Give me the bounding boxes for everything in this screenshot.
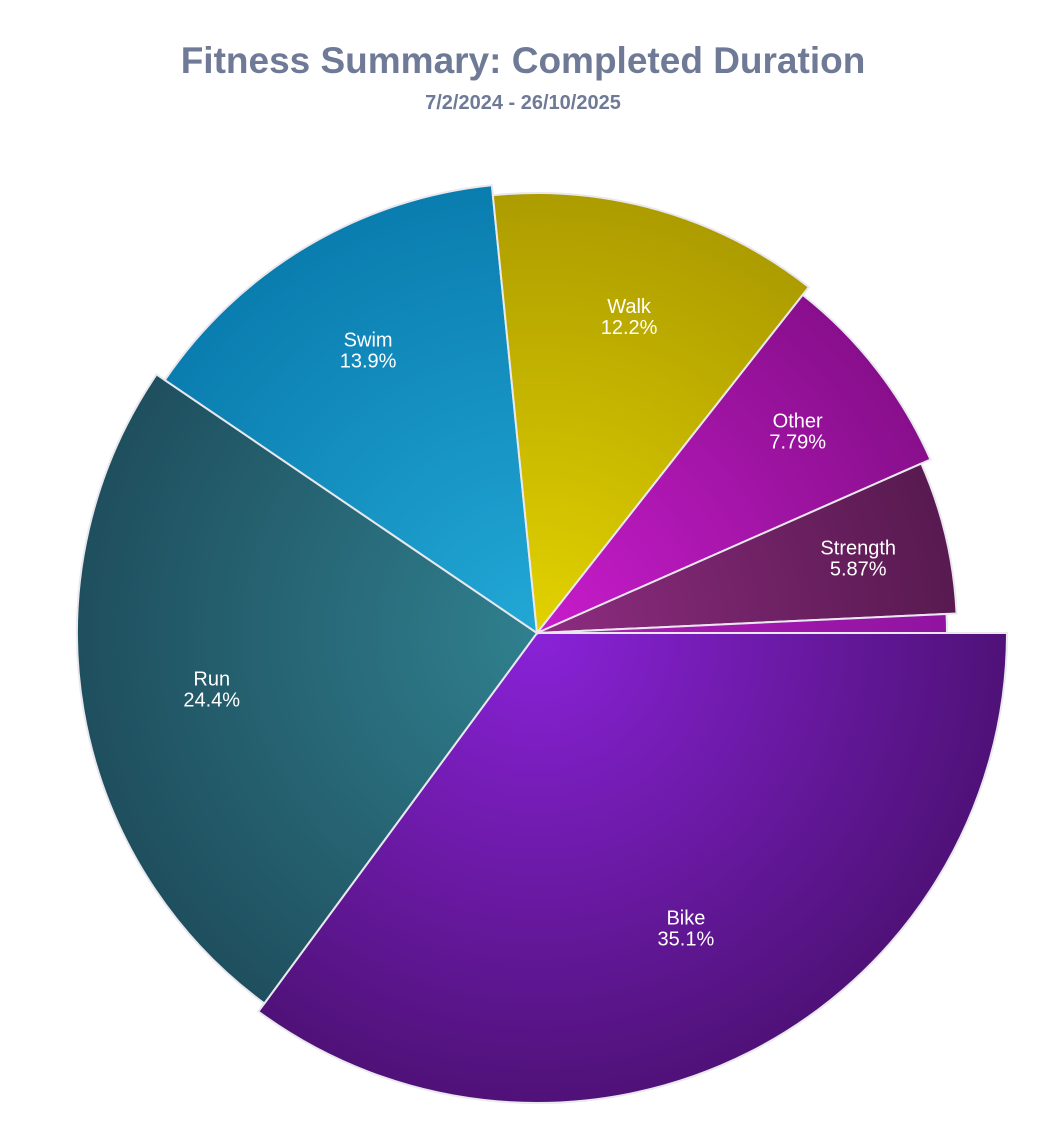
slice-label: Other xyxy=(773,411,823,433)
slice-value-label: 5.87% xyxy=(830,558,887,580)
slice-value-label: 13.9% xyxy=(340,350,397,372)
slice-label: Swim xyxy=(344,329,393,351)
pie-slice-run[interactable] xyxy=(76,373,539,1005)
slice-value-label: 12.2% xyxy=(601,317,658,339)
pie-slice-unlabeled[interactable] xyxy=(536,612,949,634)
slice-value-label: 24.4% xyxy=(183,690,240,712)
slice-value-label: 7.79% xyxy=(769,432,826,454)
chart-title: Fitness Summary: Completed Duration xyxy=(180,40,866,81)
slice-label: Bike xyxy=(666,908,705,930)
pie-slice-bike[interactable] xyxy=(256,632,1009,1104)
slice-label: Run xyxy=(193,669,230,691)
slice-label: Walk xyxy=(607,296,652,318)
pie-slice-swim[interactable] xyxy=(163,184,539,636)
slice-value-label: 35.1% xyxy=(658,929,715,951)
pie-slice-other[interactable] xyxy=(536,293,932,634)
pie-slice-walk[interactable] xyxy=(491,192,811,636)
pie-slice-strength[interactable] xyxy=(536,462,958,634)
chart-subtitle: 7/2/2024 - 26/10/2025 xyxy=(425,92,621,114)
slice-label: Strength xyxy=(820,537,896,559)
